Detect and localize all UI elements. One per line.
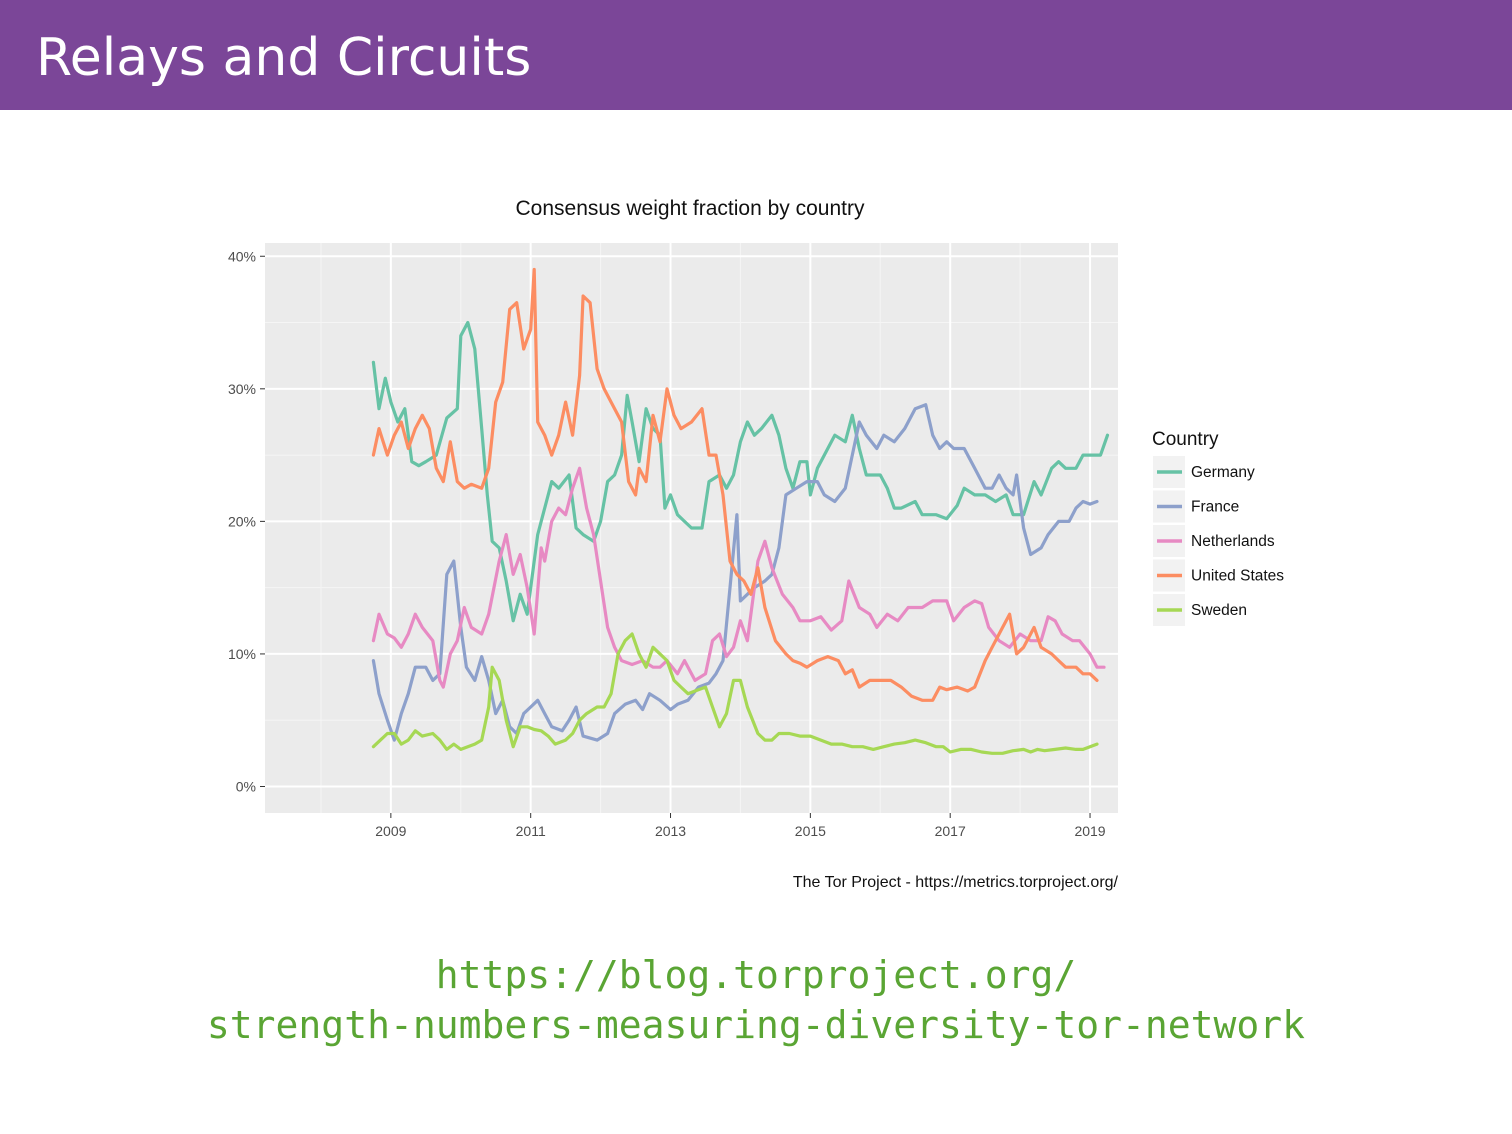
legend-label-germany: Germany <box>1191 464 1255 481</box>
y-tick-label: 40% <box>228 248 256 264</box>
x-tick-label: 2011 <box>516 823 546 839</box>
x-tick-label: 2015 <box>795 823 826 839</box>
consensus-weight-chart: Consensus weight fraction by country 200… <box>228 197 1284 891</box>
legend-label-france: France <box>1191 499 1239 516</box>
y-tick-label: 30% <box>228 381 256 397</box>
x-tick-label: 2013 <box>655 823 686 839</box>
series-line-germany <box>371 320 1110 623</box>
y-tick-label: 10% <box>228 646 256 662</box>
x-tick-label: 2017 <box>935 823 966 839</box>
series-line-netherlands <box>371 466 1106 689</box>
chart-caption: The Tor Project - https://metrics.torpro… <box>793 874 1119 891</box>
legend-label-united-states: United States <box>1191 568 1284 585</box>
series-lines <box>371 267 1110 755</box>
y-tick-label: 20% <box>228 513 256 529</box>
slide-title: Relays and Circuits <box>36 28 532 88</box>
legend-label-sweden: Sweden <box>1191 602 1247 619</box>
source-link-line2[interactable]: strength-numbers-measuring-diversity-tor… <box>206 1003 1306 1047</box>
series-line-united-states <box>371 267 1099 702</box>
grid-lines <box>265 243 1118 813</box>
source-link-line1[interactable]: https://blog.torproject.org/ <box>435 953 1077 997</box>
legend-title: Country <box>1152 429 1219 450</box>
x-tick-label: 2009 <box>375 823 406 839</box>
legend: Country Germany France Netherlands United S… <box>1152 429 1284 626</box>
axes: 2009 2011 2013 2015 2017 2019 0% 10% 20% 30% 40% <box>228 248 1106 839</box>
x-tick-label: 2019 <box>1074 823 1105 839</box>
legend-label-netherlands: Netherlands <box>1191 533 1275 550</box>
series-line-sweden <box>371 632 1099 755</box>
series-line-france <box>371 403 1099 742</box>
chart-title: Consensus weight fraction by country <box>515 197 865 220</box>
slide-header: Relays and Circuits <box>0 0 1512 110</box>
y-tick-label: 0% <box>236 778 256 794</box>
